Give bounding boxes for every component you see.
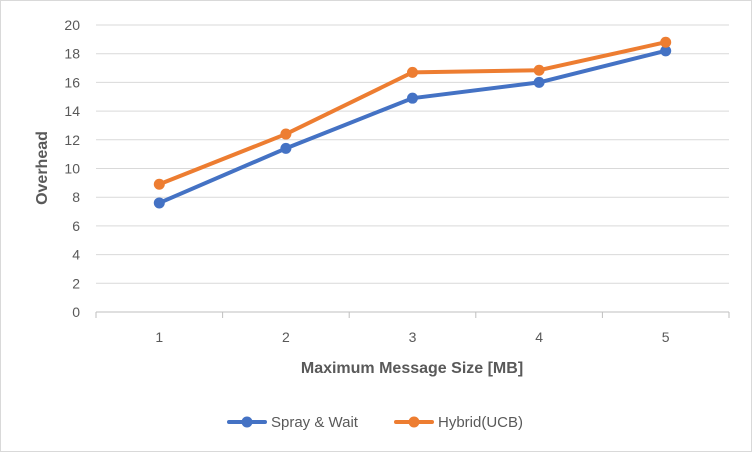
x-tick-label: 2 [282, 329, 290, 345]
series-line [157, 40, 668, 187]
gridlines [96, 24, 729, 284]
y-tick-label: 6 [72, 218, 80, 234]
data-point [153, 197, 165, 209]
data-point [533, 64, 545, 76]
y-tick-label: 20 [64, 17, 80, 33]
data-point [280, 142, 292, 154]
legend-swatch-marker [241, 416, 253, 428]
x-tick-label: 3 [409, 329, 417, 345]
x-axis [95, 311, 730, 318]
data-point [280, 128, 292, 140]
y-tick-label: 16 [64, 74, 80, 90]
x-tick-label: 5 [662, 329, 670, 345]
data-point [660, 36, 672, 48]
legend-label: Hybrid(UCB) [438, 414, 523, 431]
legend: Spray & Wait Hybrid(UCB) [227, 414, 523, 431]
legend-label: Spray & Wait [271, 414, 359, 431]
y-axis-title: Overhead [34, 131, 51, 205]
y-tick-label: 12 [64, 132, 80, 148]
x-tick-label: 1 [155, 329, 163, 345]
legend-swatch-marker [408, 416, 420, 428]
y-tick-label: 2 [72, 275, 80, 291]
y-tick-label: 14 [64, 103, 80, 119]
data-point [407, 92, 418, 104]
x-tick-labels: 1 2 3 4 5 [155, 329, 669, 345]
x-axis-title: Maximum Message Size [MB] [301, 360, 523, 377]
series-0 [153, 45, 672, 209]
y-tick-label: 4 [72, 247, 80, 263]
y-tick-labels: 0 2 4 6 8 10 12 14 16 18 20 [64, 17, 80, 320]
series-1 [153, 36, 672, 190]
data-point [407, 66, 418, 78]
legend-item: Spray & Wait [227, 414, 359, 431]
data-point [660, 45, 672, 57]
data-point [153, 178, 165, 190]
y-tick-label: 8 [72, 189, 80, 205]
x-tick-label: 4 [535, 329, 543, 345]
y-tick-label: 18 [64, 46, 80, 62]
series-lines [153, 36, 672, 209]
legend-item: Hybrid(UCB) [394, 414, 523, 431]
y-tick-label: 0 [72, 304, 80, 320]
data-point [533, 76, 545, 88]
y-tick-label: 10 [64, 161, 80, 177]
